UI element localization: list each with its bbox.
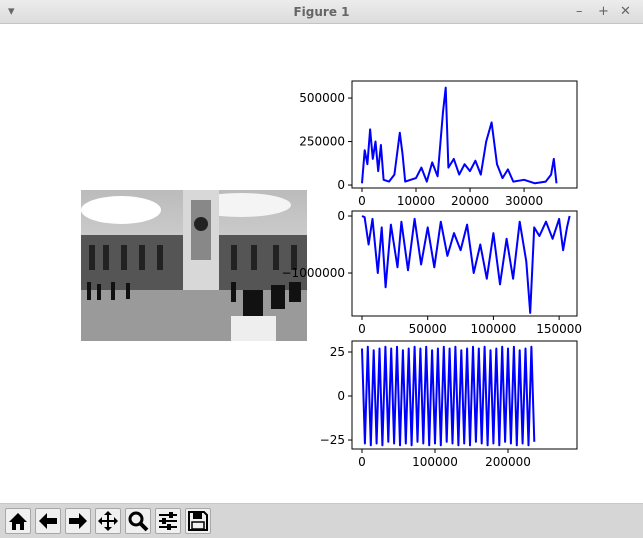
maximize-button[interactable]: + bbox=[598, 4, 609, 19]
axes-frame bbox=[351, 210, 578, 317]
data-line bbox=[361, 345, 536, 447]
y-tick-label: −1000000 bbox=[282, 266, 346, 280]
minimize-button[interactable]: – bbox=[576, 4, 583, 19]
x-tick-label: 10000 bbox=[397, 194, 435, 208]
x-tick-label: 100000 bbox=[412, 455, 458, 469]
x-tick-label: 50000 bbox=[409, 322, 447, 336]
y-tick-label: 0 bbox=[337, 389, 345, 403]
window-menu[interactable]: ▾ bbox=[8, 4, 15, 19]
data-line bbox=[361, 86, 558, 185]
y-tick-label: 500000 bbox=[299, 91, 345, 105]
photo-image bbox=[81, 190, 307, 341]
axes-frame bbox=[351, 340, 578, 450]
x-tick-label: 0 bbox=[358, 322, 366, 336]
y-tick-label: 25 bbox=[330, 345, 345, 359]
x-tick-label: 20000 bbox=[451, 194, 489, 208]
figure-canvas: 0 10000 20000 30000 0 250000 500000 0 50000 10000… bbox=[81, 80, 582, 469]
toolbar bbox=[0, 503, 643, 538]
save-button[interactable] bbox=[185, 508, 211, 534]
title-bar: ▾ Figure 1 – + ✕ bbox=[0, 0, 643, 24]
data-line bbox=[361, 215, 571, 314]
y-tick-label: −25 bbox=[320, 433, 345, 447]
x-tick-label: 0 bbox=[358, 455, 366, 469]
x-tick-label: 0 bbox=[358, 194, 366, 208]
axes-frame bbox=[351, 80, 578, 189]
zoom-button[interactable] bbox=[125, 508, 151, 534]
y-tick-label: 0 bbox=[337, 209, 345, 223]
y-tick-label: 0 bbox=[337, 178, 345, 192]
forward-button[interactable] bbox=[65, 508, 91, 534]
x-tick-label: 30000 bbox=[505, 194, 543, 208]
window-title: Figure 1 bbox=[293, 5, 350, 19]
home-button[interactable] bbox=[5, 508, 31, 534]
configure-button[interactable] bbox=[155, 508, 181, 534]
pan-button[interactable] bbox=[95, 508, 121, 534]
close-button[interactable]: ✕ bbox=[620, 4, 631, 19]
x-tick-label: 200000 bbox=[485, 455, 531, 469]
y-tick-label: 250000 bbox=[299, 135, 345, 149]
x-tick-label: 150000 bbox=[536, 322, 582, 336]
x-tick-label: 100000 bbox=[471, 322, 517, 336]
back-button[interactable] bbox=[35, 508, 61, 534]
